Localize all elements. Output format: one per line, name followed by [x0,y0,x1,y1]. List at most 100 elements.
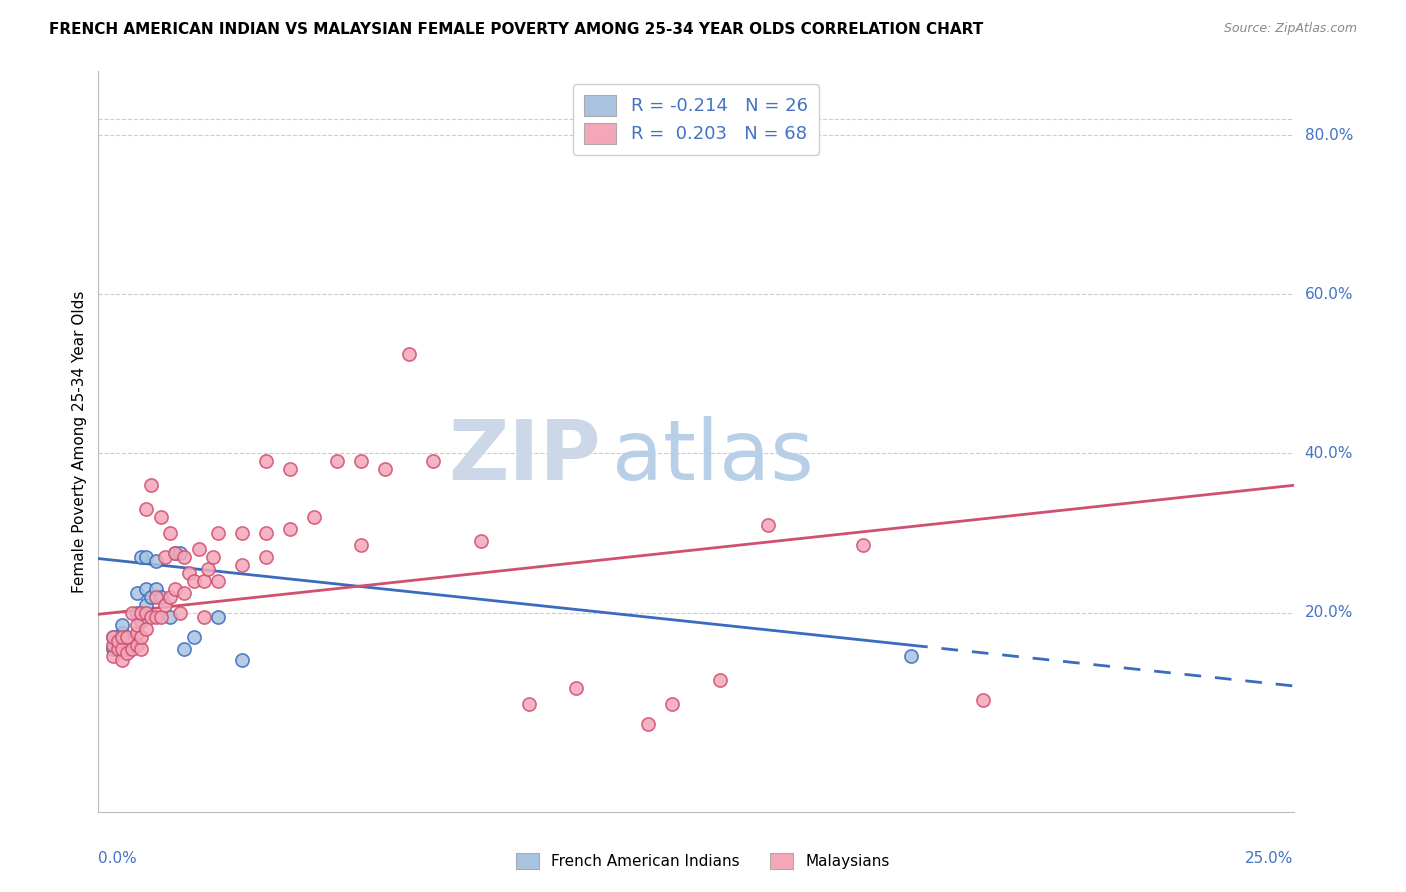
Point [254,549,277,564]
Text: ZIP: ZIP [449,416,600,497]
Point [125,606,148,620]
Point [139,478,162,492]
Y-axis label: Female Poverty Among 25-34 Year Olds: Female Poverty Among 25-34 Year Olds [72,291,87,592]
Point [202,549,225,564]
Point [207,574,229,588]
Point [149,609,172,624]
Point [101,641,124,656]
Point [398,347,420,361]
Point [149,590,172,604]
Text: atlas: atlas [613,416,814,497]
Point [422,454,444,468]
Point [125,638,148,652]
Point [565,681,588,696]
Point [173,641,195,656]
Point [115,646,138,660]
Point [350,454,373,468]
Point [197,562,219,576]
Point [709,673,731,688]
Point [135,582,157,596]
Point [374,462,396,476]
Point [183,574,205,588]
Point [149,510,172,524]
Point [231,526,253,541]
Point [131,641,153,656]
Point [111,630,134,644]
Point [159,609,181,624]
Point [183,630,205,644]
Point [179,566,201,580]
Point [135,598,157,612]
Point [121,633,143,648]
Point [131,614,153,628]
Point [169,546,191,560]
Text: 25.0%: 25.0% [1246,851,1294,865]
Point [193,574,215,588]
Point [852,538,875,552]
Point [163,546,186,560]
Point [173,586,195,600]
Point [115,641,138,656]
Point [107,641,129,656]
Point [145,590,167,604]
Text: 0.0%: 0.0% [98,851,138,865]
Point [302,510,325,524]
Point [159,526,181,541]
Point [231,558,253,572]
Point [517,698,540,712]
Point [163,582,186,596]
Point [125,586,148,600]
Point [131,606,153,620]
Point [145,609,167,624]
Point [163,546,186,560]
Legend: French American Indians, Malaysians: French American Indians, Malaysians [510,847,896,875]
Point [169,606,191,620]
Point [111,641,134,656]
Point [111,625,134,640]
Point [111,653,134,667]
Legend: R = -0.214   N = 26, R =  0.203   N = 68: R = -0.214 N = 26, R = 0.203 N = 68 [574,84,818,154]
Point [139,590,162,604]
Point [139,609,162,624]
Point [101,630,124,644]
Point [661,698,683,712]
Point [121,641,143,656]
Point [111,617,134,632]
Text: 20.0%: 20.0% [1305,605,1353,620]
Text: 40.0%: 40.0% [1305,446,1353,461]
Point [900,649,922,664]
Text: FRENCH AMERICAN INDIAN VS MALAYSIAN FEMALE POVERTY AMONG 25-34 YEAR OLDS CORRELA: FRENCH AMERICAN INDIAN VS MALAYSIAN FEMA… [49,22,983,37]
Point [187,541,209,556]
Point [131,630,153,644]
Point [207,609,229,624]
Point [135,622,157,636]
Point [145,554,167,568]
Point [115,630,138,644]
Text: Source: ZipAtlas.com: Source: ZipAtlas.com [1223,22,1357,36]
Point [125,625,148,640]
Point [159,590,181,604]
Point [278,462,301,476]
Text: 80.0%: 80.0% [1305,128,1353,143]
Text: 60.0%: 60.0% [1305,286,1353,301]
Point [326,454,349,468]
Point [107,638,129,652]
Point [254,526,277,541]
Point [637,717,659,731]
Point [155,598,177,612]
Point [972,693,994,707]
Point [155,549,177,564]
Point [131,549,153,564]
Point [173,549,195,564]
Point [254,454,277,468]
Point [145,582,167,596]
Point [756,518,779,533]
Point [135,502,157,516]
Point [101,630,124,644]
Point [101,649,124,664]
Point [207,526,229,541]
Point [231,653,253,667]
Point [135,549,157,564]
Point [125,617,148,632]
Point [470,534,492,549]
